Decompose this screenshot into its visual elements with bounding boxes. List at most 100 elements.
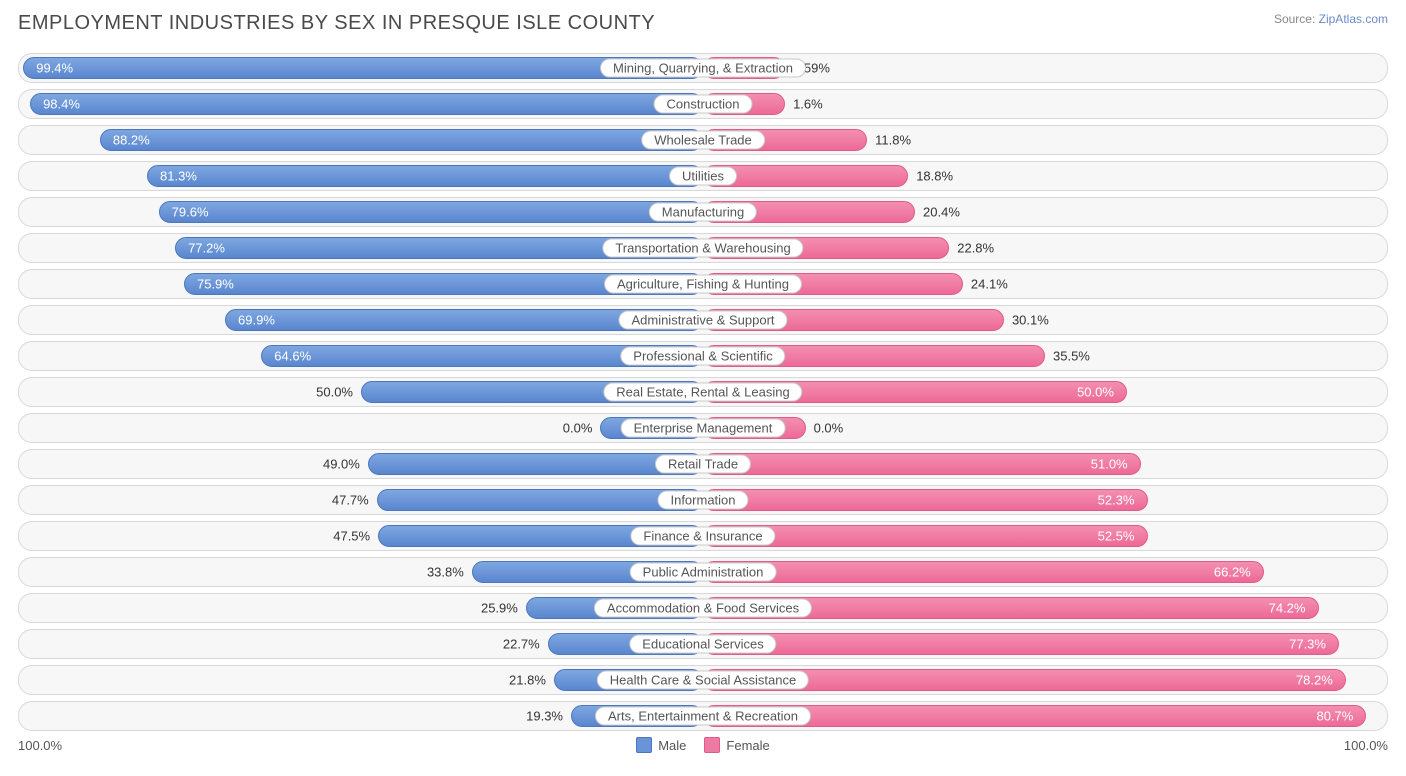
category-label: Information	[657, 491, 748, 510]
chart-row: 50.0% 50.0% Real Estate, Rental & Leasing	[18, 377, 1388, 407]
female-pct-label: 51.0%	[1091, 457, 1128, 472]
male-pct-label: 98.4%	[43, 97, 80, 112]
chart-row: 98.4% 1.6% Construction	[18, 89, 1388, 119]
legend-male-label: Male	[658, 738, 686, 753]
female-pct-label: 24.1%	[971, 277, 1008, 292]
category-label: Transportation & Warehousing	[602, 239, 803, 258]
male-pct-label: 21.8%	[509, 673, 546, 688]
chart-row: 47.7%52.3%Information	[18, 485, 1388, 515]
female-pct-label: 52.5%	[1098, 529, 1135, 544]
category-label: Public Administration	[630, 563, 777, 582]
male-pct-label: 0.0%	[563, 421, 593, 436]
female-pct-label: 80.7%	[1316, 709, 1353, 724]
category-label: Manufacturing	[649, 203, 757, 222]
chart-row: 69.9% 30.1% Administrative & Support	[18, 305, 1388, 335]
legend-item-male: Male	[636, 737, 686, 753]
male-bar	[368, 453, 703, 475]
male-pct-label: 19.3%	[526, 709, 563, 724]
chart-row: 81.3% 18.8% Utilities	[18, 161, 1388, 191]
category-label: Administrative & Support	[618, 311, 787, 330]
female-pct-label: 11.8%	[875, 133, 911, 148]
female-pct-label: 20.4%	[923, 205, 960, 220]
male-pct-label: 75.9%	[197, 277, 234, 292]
axis-left-label: 100.0%	[18, 738, 62, 753]
male-bar	[377, 489, 703, 511]
category-label: Wholesale Trade	[641, 131, 765, 150]
male-pct-label: 81.3%	[160, 169, 197, 184]
category-label: Real Estate, Rental & Leasing	[603, 383, 802, 402]
category-label: Agriculture, Fishing & Hunting	[604, 275, 802, 294]
female-pct-label: 77.3%	[1289, 637, 1326, 652]
female-pct-label: 50.0%	[1077, 385, 1114, 400]
male-pct-label: 50.0%	[316, 385, 353, 400]
category-label: Retail Trade	[655, 455, 751, 474]
chart-row: 0.0% 0.0% Enterprise Management	[18, 413, 1388, 443]
category-label: Construction	[654, 95, 753, 114]
male-pct-label: 49.0%	[323, 457, 360, 472]
female-pct-label: 35.5%	[1053, 349, 1090, 364]
male-pct-label: 79.6%	[172, 205, 209, 220]
diverging-bar-chart: 99.4%0.59%Mining, Quarrying, & Extractio…	[18, 53, 1388, 731]
category-label: Enterprise Management	[621, 419, 786, 438]
female-pct-label: 0.0%	[814, 421, 844, 436]
male-bar	[100, 129, 703, 151]
female-bar	[703, 453, 1141, 475]
male-pct-label: 22.7%	[503, 637, 540, 652]
male-pct-label: 88.2%	[113, 133, 150, 148]
category-label: Educational Services	[629, 635, 776, 654]
chart-row: 22.7% 77.3% Educational Services	[18, 629, 1388, 659]
female-pct-label: 74.2%	[1269, 601, 1306, 616]
male-pct-label: 69.9%	[238, 313, 275, 328]
male-bar	[147, 165, 703, 187]
chart-row: 21.8% 78.2% Health Care & Social Assistanc…	[18, 665, 1388, 695]
chart-row: 79.6% 20.4% Manufacturing	[18, 197, 1388, 227]
category-label: Professional & Scientific	[620, 347, 785, 366]
legend-item-female: Female	[704, 737, 769, 753]
chart-title: EMPLOYMENT INDUSTRIES BY SEX IN PRESQUE …	[18, 12, 655, 35]
category-label: Finance & Insurance	[630, 527, 775, 546]
chart-row: 99.4%0.59%Mining, Quarrying, & Extractio…	[18, 53, 1388, 83]
chart-row: 47.5% 52.5% Finance & Insurance	[18, 521, 1388, 551]
legend-female-label: Female	[726, 738, 769, 753]
female-bar	[703, 633, 1339, 655]
male-pct-label: 47.5%	[333, 529, 370, 544]
chart-row: 77.2% 22.8% Transportation & Warehousing	[18, 233, 1388, 263]
female-pct-label: 1.6%	[793, 97, 823, 112]
male-pct-label: 99.4%	[36, 61, 73, 76]
category-label: Arts, Entertainment & Recreation	[595, 707, 811, 726]
source-link[interactable]: ZipAtlas.com	[1319, 12, 1388, 26]
male-pct-label: 64.6%	[274, 349, 311, 364]
male-pct-label: 25.9%	[481, 601, 518, 616]
female-pct-label: 78.2%	[1296, 673, 1333, 688]
male-pct-label: 33.8%	[427, 565, 464, 580]
category-label: Health Care & Social Assistance	[597, 671, 809, 690]
male-pct-label: 77.2%	[188, 241, 225, 256]
chart-row: 64.6% 35.5% Professional & Scientific	[18, 341, 1388, 371]
male-pct-label: 47.7%	[332, 493, 369, 508]
chart-header: EMPLOYMENT INDUSTRIES BY SEX IN PRESQUE …	[18, 12, 1388, 35]
male-bar	[159, 201, 703, 223]
category-label: Utilities	[669, 167, 737, 186]
female-bar	[703, 489, 1148, 511]
category-label: Accommodation & Food Services	[594, 599, 812, 618]
male-bar	[30, 93, 703, 115]
female-bar	[703, 561, 1264, 583]
chart-source: Source: ZipAtlas.com	[1274, 12, 1388, 26]
axis-right-label: 100.0%	[1344, 738, 1388, 753]
swatch-male-icon	[636, 737, 652, 753]
source-prefix: Source:	[1274, 12, 1319, 26]
chart-legend: Male Female	[636, 737, 770, 753]
category-label: Mining, Quarrying, & Extraction	[600, 59, 806, 78]
chart-axis: 100.0% Male Female 100.0%	[18, 737, 1388, 753]
chart-row: 19.3% 80.7% Arts, Entertainment & Recreati…	[18, 701, 1388, 731]
chart-row: 33.8% 66.2% Public Administration	[18, 557, 1388, 587]
swatch-female-icon	[704, 737, 720, 753]
chart-row: 25.9% 74.2% Accommodation & Food Services	[18, 593, 1388, 623]
female-pct-label: 30.1%	[1012, 313, 1049, 328]
chart-row: 75.9% 24.1% Agriculture, Fishing & Hunting	[18, 269, 1388, 299]
female-pct-label: 22.8%	[957, 241, 994, 256]
female-pct-label: 66.2%	[1214, 565, 1251, 580]
chart-row: 49.0% 51.0% Retail Trade	[18, 449, 1388, 479]
female-pct-label: 18.8%	[916, 169, 953, 184]
chart-row: 88.2% 11.8% Wholesale Trade	[18, 125, 1388, 155]
